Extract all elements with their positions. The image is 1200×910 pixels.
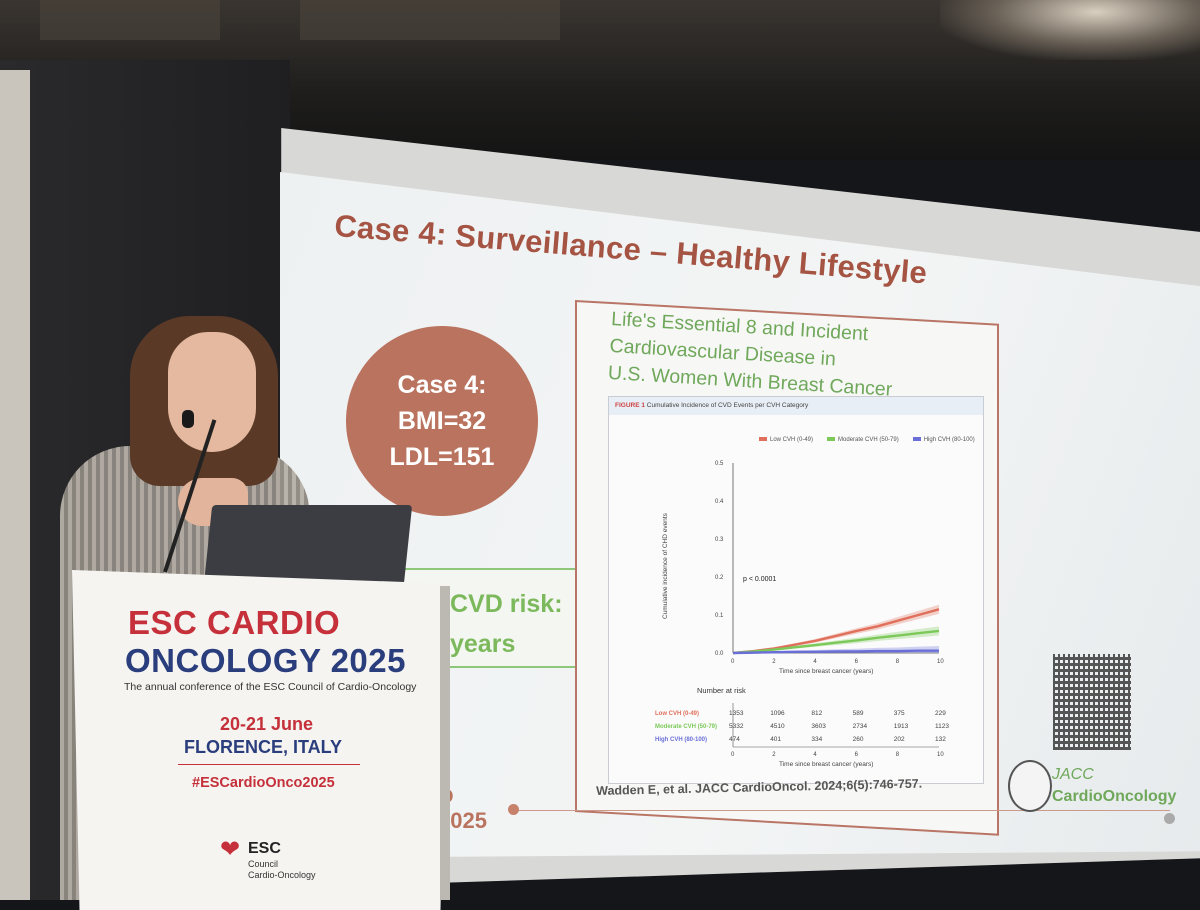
risk-text: CVD risk: years: [450, 584, 563, 664]
jacc-line-2: CardioOncology: [1052, 788, 1177, 805]
risk-value: 1913: [894, 723, 909, 730]
risk-row-label: Low CVH (0-49): [655, 711, 699, 717]
risk-value: 589: [853, 710, 864, 717]
series-ci-band: [733, 604, 939, 653]
x-tick-label: 4: [813, 659, 817, 665]
esc-wordmark: ESC: [248, 840, 281, 857]
ceiling-light: [940, 0, 1200, 60]
figure-label: FIGURE 1: [615, 402, 645, 409]
jacc-wordmark: JACC CardioOncology: [1052, 764, 1176, 808]
risk-row-label: High CVH (80-100): [655, 737, 707, 743]
figure-title: Cumulative Incidence of CVD Events per C…: [646, 402, 809, 409]
risk-time-label: 2: [772, 752, 776, 758]
risk-time-label: 4: [813, 752, 817, 758]
podium: [72, 570, 448, 910]
podium-divider: [178, 764, 360, 765]
series-line: [732, 649, 939, 655]
km-chart: 0.0 0.1 0.2 0.3 0.4 0.5 0 2 4 6 8 10 Time since brea…: [655, 461, 949, 768]
case-circle: Case 4: BMI=32 LDL=151: [346, 326, 538, 516]
risk-value: 812: [811, 710, 822, 717]
legend-item: High CVH (80-100): [912, 437, 975, 443]
chart-legend: Low CVH (0-49) Moderate CVH (50-79) High…: [759, 437, 975, 443]
ceiling-panel: [40, 0, 220, 40]
podium-title-line-1: ESC CARDIO: [128, 604, 341, 641]
y-tick-label: 0.5: [715, 461, 724, 467]
risk-row-label: Moderate CVH (50-79): [655, 724, 717, 730]
ldl-value: LDL=151: [389, 443, 495, 471]
legend-swatch: [827, 437, 836, 442]
legend-label: Moderate CVH (50-79): [838, 437, 899, 443]
risk-line-2: years: [450, 630, 516, 658]
number-at-risk-label: Number at risk: [697, 686, 746, 695]
esc-council: Council Cardio-Oncology: [248, 859, 316, 881]
risk-x-axis-label: Time since breast cancer (years): [779, 761, 873, 768]
legend-label: High CVH (80-100): [923, 437, 975, 443]
jacc-heart-logo-icon: [1008, 760, 1052, 812]
series-line: [732, 629, 940, 655]
legend-item: Moderate CVH (50-79): [827, 437, 899, 443]
podium-city: FLORENCE, ITALY: [184, 737, 343, 757]
risk-value: 334: [811, 736, 822, 743]
risk-value: 1123: [935, 723, 949, 730]
podium-subtitle: The annual conference of the ESC Council…: [124, 681, 417, 693]
bmi-value: BMI=32: [397, 407, 487, 435]
risk-value: 260: [853, 736, 864, 743]
risk-value: 2734: [853, 723, 868, 730]
podium-hashtag: #ESCardioOnco2025: [192, 775, 335, 791]
microphone-icon: [182, 410, 194, 428]
risk-value: 1096: [770, 710, 785, 717]
x-tick-label: 6: [855, 659, 859, 665]
esc-council-line-1: Council: [248, 859, 279, 869]
figure-header: FIGURE 1 Cumulative Incidence of CVD Eve…: [609, 397, 983, 415]
km-figure: FIGURE 1 Cumulative Incidence of CVD Eve…: [608, 396, 984, 784]
ceiling-panel: [300, 0, 560, 40]
risk-line-1: CVD risk:: [450, 590, 563, 618]
wall-column: [0, 70, 30, 900]
esc-heart-icon: ❤: [220, 836, 241, 863]
laptop: [203, 505, 413, 585]
risk-time-label: 10: [937, 752, 944, 758]
podium-title-line-2: ONCOLOGY 2025: [125, 642, 406, 679]
risk-value: 375: [894, 710, 905, 717]
y-tick-label: 0.3: [715, 537, 724, 543]
y-tick-label: 0.0: [715, 651, 724, 657]
risk-value: 474: [729, 736, 740, 743]
risk-value: 401: [770, 736, 781, 743]
risk-value: 1353: [729, 710, 744, 717]
y-axis-label: Cumulative incidence of CHD events: [662, 512, 669, 619]
case-label: Case 4:: [397, 371, 487, 399]
p-value: p < 0.0001: [743, 576, 776, 583]
podium-side: [440, 586, 450, 900]
slide-rule: [514, 810, 1170, 811]
risk-value: 3603: [811, 723, 826, 730]
podium-dates: 20-21 June: [220, 714, 314, 734]
y-tick-label: 0.2: [715, 575, 724, 581]
speaker-face: [168, 332, 256, 452]
y-tick-label: 0.1: [715, 613, 724, 619]
x-tick-label: 10: [937, 659, 944, 665]
x-tick-label: 8: [896, 659, 900, 665]
x-axis-label: Time since breast cancer (years): [779, 668, 873, 675]
x-tick-label: 0: [731, 659, 735, 665]
risk-time-label: 0: [731, 752, 735, 758]
qr-code-icon: [1053, 654, 1131, 750]
jacc-line-1: JACC: [1052, 766, 1094, 783]
risk-time-label: 8: [896, 752, 900, 758]
legend-item: Low CVH (0-49): [759, 437, 813, 443]
risk-value: 132: [935, 736, 946, 743]
x-tick-label: 2: [772, 659, 776, 665]
legend-swatch: [912, 437, 921, 442]
rule-dot: [508, 804, 519, 815]
risk-value: 4510: [770, 723, 785, 730]
risk-value: 5332: [729, 723, 744, 730]
rule-dot: [1164, 813, 1175, 824]
legend-label: Low CVH (0-49): [770, 437, 814, 443]
risk-time-label: 6: [855, 752, 859, 758]
risk-value: 229: [935, 710, 946, 717]
risk-value: 202: [894, 736, 905, 743]
esc-council-line-2: Cardio-Oncology: [248, 870, 316, 880]
y-tick-label: 0.4: [715, 499, 724, 505]
legend-swatch: [759, 437, 767, 442]
